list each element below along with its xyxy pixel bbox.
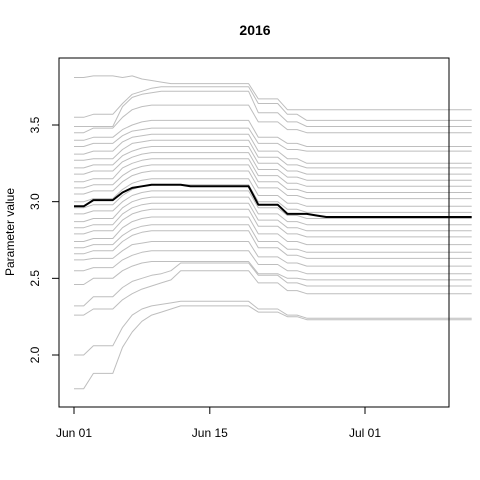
ensemble-series-line-14 [74, 178, 472, 207]
ensemble-series-line-7 [74, 133, 472, 164]
ensemble-series-line-23 [74, 241, 472, 267]
ensemble-series-line-3 [74, 90, 472, 127]
y-tick-label: 2.0 [28, 346, 42, 363]
y-tick-label: 2.5 [28, 270, 42, 287]
ensemble-series-line-8 [74, 139, 472, 169]
series-layer [74, 75, 472, 390]
y-axis: 2.0 2.5 3.0 3.5 [28, 116, 60, 363]
ensemble-series-line-9 [74, 146, 472, 175]
chart-title: 2016 [239, 22, 270, 38]
ensemble-series-line-13 [74, 170, 472, 200]
ensemble-series-line-6 [74, 127, 472, 152]
ensemble-series-line-28 [74, 300, 472, 356]
ensemble-series-line-24 [74, 250, 472, 275]
ensemble-series-line-18 [74, 202, 472, 232]
ensemble-series-line-29 [74, 305, 472, 390]
ensemble-series-line-2 [74, 86, 472, 121]
ensemble-series-line-26 [74, 262, 472, 307]
y-tick-label: 3.5 [28, 116, 42, 133]
ensemble-series-line-17 [74, 196, 472, 226]
x-axis: Jun 01 Jun 15 Jul 01 [56, 406, 381, 440]
ensemble-series-line-4 [74, 104, 472, 134]
ensemble-series-line-1 [74, 75, 472, 111]
ensemble-series-line-5 [74, 119, 472, 147]
ensemble-series-line-12 [74, 164, 472, 193]
ensemble-series-line-25 [74, 261, 472, 285]
plot-frame [58, 57, 450, 408]
y-tick-label: 3.0 [28, 193, 42, 210]
ensemble-series-line-21 [74, 224, 472, 253]
ensemble-series-line-20 [74, 216, 472, 246]
x-tick-label: Jun 01 [56, 426, 92, 440]
y-axis-label: Parameter value [3, 188, 17, 276]
mean-series-line [74, 183, 472, 218]
ensemble-series-line-27 [74, 270, 472, 316]
ensemble-series-line-22 [74, 230, 472, 259]
ensemble-series-line-16 [74, 190, 472, 219]
x-tick-label: Jul 01 [349, 426, 381, 440]
ensemble-series-line-11 [74, 158, 472, 187]
ensemble-series-line-10 [74, 152, 472, 181]
ensemble-series-line-19 [74, 208, 472, 238]
x-tick-label: Jun 15 [192, 426, 228, 440]
